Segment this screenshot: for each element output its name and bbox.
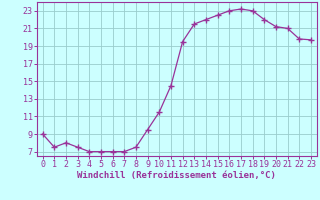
- X-axis label: Windchill (Refroidissement éolien,°C): Windchill (Refroidissement éolien,°C): [77, 171, 276, 180]
